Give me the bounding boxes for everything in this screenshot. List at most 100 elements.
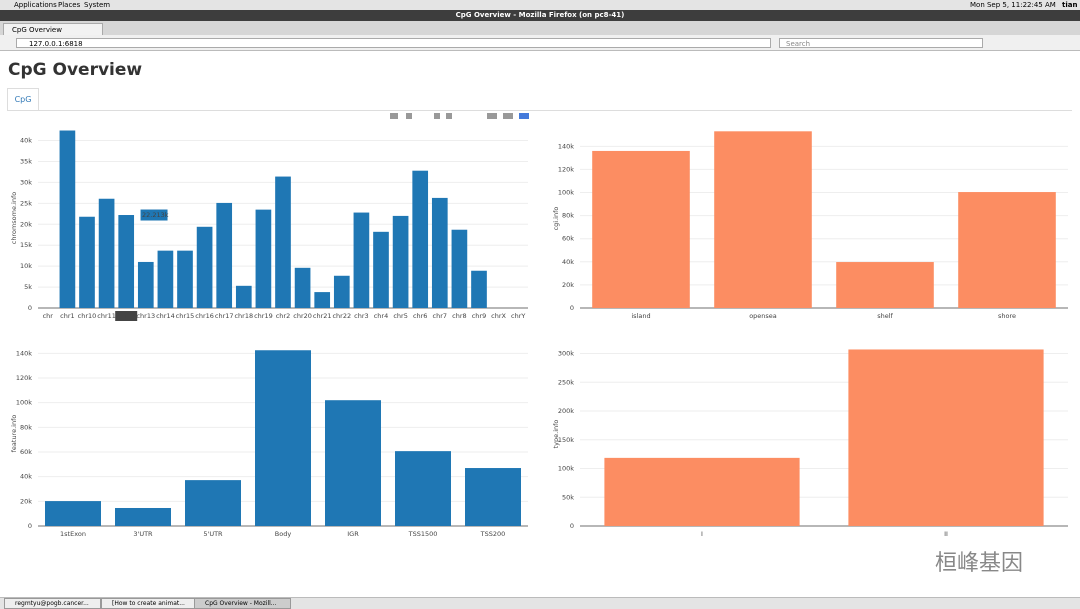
menu[interactable]: System — [84, 1, 111, 9]
modebar — [390, 113, 529, 119]
y-axis-title: chromsome.info — [10, 192, 18, 245]
bar — [395, 451, 451, 526]
y-tick-label: 10k — [20, 262, 32, 270]
hover-label: 22.213k — [142, 211, 169, 219]
x-tick-label: 3'UTR — [133, 530, 153, 538]
x-tick-label: chrY — [511, 312, 525, 320]
y-tick-label: 100k — [558, 189, 574, 197]
y-tick-label: 30k — [20, 178, 32, 186]
menu[interactable]: Places — [58, 1, 81, 9]
menu[interactable]: Applications — [14, 1, 57, 9]
y-tick-label: 150k — [558, 436, 574, 444]
modebar-button[interactable] — [503, 113, 513, 119]
bar — [353, 212, 370, 308]
x-tick-label: chr19 — [254, 312, 273, 320]
x-tick-label: chr10 — [78, 312, 97, 320]
y-tick-label: 140k — [558, 142, 574, 150]
watermark: 桓峰基因 — [935, 551, 1024, 576]
x-tick-label: TSS1500 — [408, 530, 438, 538]
bar — [255, 209, 272, 308]
bar — [196, 226, 213, 308]
x-tick-label: chr14 — [156, 312, 175, 320]
x-tick-label: II — [944, 530, 948, 538]
bar — [255, 350, 311, 526]
y-tick-label: 200k — [558, 407, 574, 415]
x-tick-label: chr8 — [452, 312, 467, 320]
modebar-button[interactable] — [519, 113, 529, 119]
modebar-button[interactable] — [487, 113, 497, 119]
bar — [714, 131, 812, 308]
bar — [412, 170, 429, 308]
x-tick-label: chr12 — [117, 312, 136, 320]
y-tick-label: 20k — [20, 220, 32, 228]
x-tick-label: chr16 — [195, 312, 214, 320]
search-box[interactable]: Search — [779, 38, 983, 48]
x-tick-label: chr4 — [374, 312, 389, 320]
x-tick-label: chr6 — [413, 312, 428, 320]
y-tick-label: 140k — [16, 349, 32, 357]
y-tick-label: 80k — [20, 423, 32, 431]
modebar-button[interactable] — [434, 113, 440, 119]
y-tick-label: 0 — [28, 304, 32, 312]
bar — [45, 501, 101, 526]
x-tick-label: shelf — [877, 312, 893, 320]
modebar-button[interactable] — [446, 113, 452, 119]
x-tick-label: chr — [43, 312, 54, 320]
bar — [471, 270, 487, 308]
y-axis-title: cgi.info — [552, 207, 560, 231]
tab-strip — [0, 21, 1080, 35]
bar — [392, 215, 409, 308]
x-tick-label: chr5 — [393, 312, 408, 320]
bar — [137, 261, 154, 308]
y-tick-label: 25k — [20, 199, 32, 207]
x-tick-label: chr9 — [472, 312, 487, 320]
modebar-button[interactable] — [390, 113, 398, 119]
y-tick-label: 35k — [20, 157, 32, 165]
bar — [275, 176, 291, 308]
x-tick-label: Body — [275, 530, 292, 538]
y-axis-title: feature.info — [10, 415, 18, 453]
x-tick-label: I — [701, 530, 703, 538]
browser-tab[interactable]: CpG Overview — [3, 23, 103, 35]
app-tab[interactable]: CpG — [7, 88, 39, 110]
bar — [592, 150, 690, 308]
page-heading: CpG Overview — [8, 60, 143, 80]
y-tick-label: 20k — [562, 281, 574, 289]
bar — [314, 292, 331, 308]
y-tick-label: 40k — [20, 137, 32, 145]
x-tick-label: chr1 — [60, 312, 75, 320]
clock: Mon Sep 5, 11:22:45 AM — [970, 1, 1056, 9]
modebar-button[interactable] — [406, 113, 412, 119]
bar — [373, 231, 389, 308]
y-tick-label: 80k — [562, 212, 574, 220]
url-bar[interactable]: 127.0.0.1:6818 — [16, 38, 771, 48]
y-tick-label: 60k — [20, 448, 32, 456]
x-tick-label: chr11 — [97, 312, 116, 320]
x-tick-label: chr17 — [215, 312, 234, 320]
x-tick-label: chr7 — [433, 312, 448, 320]
bar — [98, 198, 115, 308]
y-tick-label: 120k — [558, 165, 574, 173]
bar — [118, 215, 135, 308]
x-tick-label: chr21 — [313, 312, 332, 320]
y-tick-label: 0 — [570, 304, 574, 312]
y-tick-label: 20k — [20, 497, 32, 505]
bar — [451, 229, 468, 308]
y-tick-label: 300k — [558, 350, 574, 358]
y-tick-label: 100k — [16, 399, 32, 407]
user[interactable]: tian — [1062, 1, 1078, 9]
x-tick-label: chr15 — [176, 312, 195, 320]
y-tick-label: 50k — [562, 493, 574, 501]
x-tick-label: 1stExon — [60, 530, 86, 538]
bar — [59, 130, 76, 308]
x-tick-label: chr13 — [136, 312, 155, 320]
x-tick-label: island — [631, 312, 650, 320]
bar — [604, 457, 800, 526]
y-tick-label: 40k — [562, 258, 574, 266]
bar — [836, 262, 934, 308]
x-tick-label: chr3 — [354, 312, 369, 320]
bar — [115, 507, 171, 526]
bar — [325, 400, 381, 526]
